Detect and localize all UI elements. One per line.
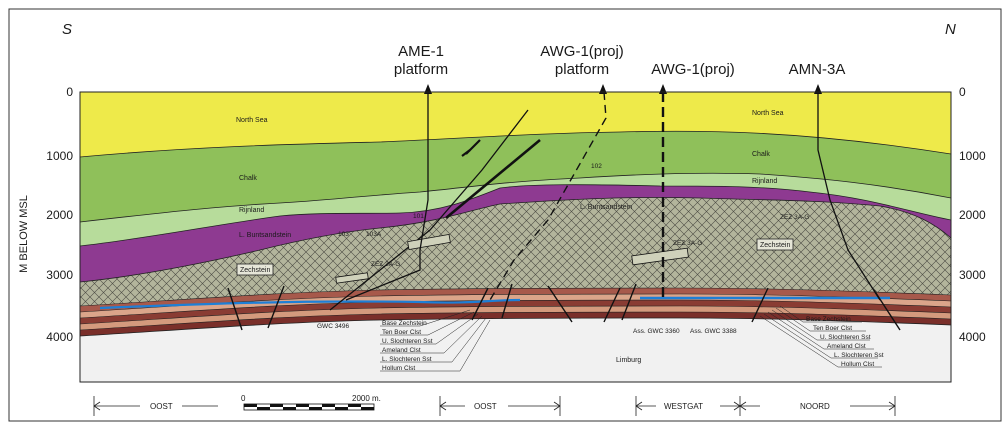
well-amn3a-path <box>817 92 881 301</box>
well-trajectories <box>345 91 881 301</box>
unit-left-l-slochteren: L. Slochteren Sst <box>382 356 432 363</box>
north-label: N <box>945 21 956 38</box>
well-awg1-platform-path <box>489 91 607 301</box>
unit-left-hollum: Hollum Clst <box>382 365 415 372</box>
zez-mid-label: ZEZ 3A-G <box>673 240 702 247</box>
label-rijnland-right: Rijnland <box>752 178 777 185</box>
well-ame1-name: AME-1 <box>398 43 444 60</box>
label-chalk-left: Chalk <box>239 175 257 182</box>
zez-left-label: ZEZ 3A-G <box>371 261 400 268</box>
zechstein-left-box <box>236 263 274 276</box>
unit-left-ten-boer: Ten Boer Clst <box>382 329 421 336</box>
label-rijnland-left: Rijnland <box>239 207 264 214</box>
well-awg1-platform-name: AWG-1(proj) <box>540 43 624 60</box>
base-units-right: Base Zechstein Ten Boer Clst U. Slochter… <box>759 305 884 368</box>
depth-tick-4000: 4000 <box>46 330 73 344</box>
zez-block-left-lower <box>335 272 369 284</box>
gwc-3496-label: GWC 3496 <box>317 323 350 330</box>
unit-right-hollum: Hollum Clst <box>841 361 874 368</box>
gwc-3388-label: Ass. GWC 3388 <box>690 328 737 335</box>
zez-block-left <box>407 233 451 251</box>
fault-102-label: 102 <box>591 163 602 170</box>
fault-and-contact-annotations: 101 102 103 103A ZEZ 3A-G ZEZ 3A-G ZEZ 3… <box>317 163 809 335</box>
label-north-sea-left: North Sea <box>236 117 268 124</box>
south-label: S <box>62 21 72 38</box>
depth-tick-right-4000: 4000 <box>959 330 986 344</box>
section-frame <box>79 91 952 383</box>
gwc-line-left <box>99 298 521 310</box>
depth-tick-right-2000: 2000 <box>959 208 986 222</box>
label-buntsandstein-right: L. Buntsandstein <box>580 204 632 211</box>
section-bar <box>93 396 896 416</box>
well-ame1-platform: platform <box>394 61 448 78</box>
depth-tick-3000: 3000 <box>46 268 73 282</box>
section-westgat: WESTGAT <box>664 402 703 411</box>
zez-block-mid <box>631 247 689 266</box>
section-noord: NOORD <box>800 402 830 411</box>
depth-axis-label: M BELOW MSL <box>18 195 30 273</box>
figure-border <box>8 8 1002 422</box>
unit-right-ten-boer: Ten Boer Clst <box>813 325 852 332</box>
well-awg1-name: AWG-1(proj) <box>651 61 735 78</box>
depth-tick-right-1000: 1000 <box>959 149 986 163</box>
fault-103a-label: 103A <box>366 231 382 238</box>
limburg-layer <box>80 317 951 382</box>
unit-left-u-slochteren: U. Slochteren Sst <box>382 338 433 345</box>
depth-tick-right-3000: 3000 <box>959 268 986 282</box>
scale-end-label: 2000 m. <box>352 394 381 403</box>
zechstein-right-box <box>756 238 794 251</box>
depth-tick-2000: 2000 <box>46 208 73 222</box>
depth-tick-0: 0 <box>66 85 73 99</box>
unit-left-ameland: Ameland Clst <box>382 347 421 354</box>
right-depth-axis: 0 1000 2000 3000 4000 <box>959 85 986 344</box>
section-oost-1: OOST <box>150 402 173 411</box>
well-labels: AME-1 platform AWG-1(proj) platform AWG-… <box>394 43 845 78</box>
zez-right-label: ZEZ 3A-G <box>780 214 809 221</box>
unit-right-l-slochteren: L. Slochteren Sst <box>834 352 884 359</box>
unit-right-base-zechstein: Base Zechstein <box>806 316 851 323</box>
fault-101-label: 101 <box>413 213 424 220</box>
fault-103-label: 103 <box>338 231 349 238</box>
label-buntsandstein-left: L. Buntsandstein <box>239 232 291 239</box>
well-awg1-platform-type: platform <box>555 61 609 78</box>
label-chalk-right: Chalk <box>752 151 770 158</box>
layer-labels: North Sea North Sea Chalk Chalk Rijnland… <box>236 110 784 364</box>
well-amn3a-name: AMN-3A <box>789 61 846 78</box>
base-units-left: Base Zechstein Ten Boer Clst U. Slochter… <box>380 309 491 372</box>
geologic-section <box>80 92 951 382</box>
depth-tick-right-0: 0 <box>959 85 966 99</box>
unit-left-base-zechstein: Base Zechstein <box>382 320 427 327</box>
label-limburg: Limburg <box>616 357 641 364</box>
well-ame1-path <box>345 92 429 301</box>
scale-bar: 0 2000 m. <box>241 394 381 411</box>
gwc-3360-label: Ass. GWC 3360 <box>633 328 680 335</box>
unit-right-u-slochteren: U. Slochteren Sst <box>820 334 871 341</box>
label-zechstein-right: Zechstein <box>760 242 790 249</box>
major-faults <box>329 109 541 311</box>
unit-right-ameland: Ameland Clst <box>827 343 866 350</box>
depth-tick-1000: 1000 <box>46 149 73 163</box>
left-depth-axis: 0 1000 2000 3000 4000 M BELOW MSL <box>18 85 73 344</box>
label-zechstein-left: Zechstein <box>240 267 270 274</box>
scale-start-label: 0 <box>241 394 246 403</box>
section-oost-2: OOST <box>474 402 497 411</box>
label-north-sea-right: North Sea <box>752 110 784 117</box>
